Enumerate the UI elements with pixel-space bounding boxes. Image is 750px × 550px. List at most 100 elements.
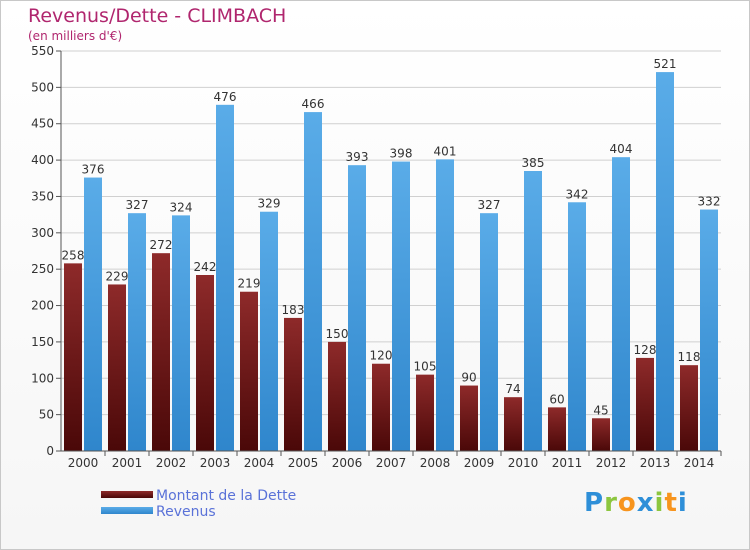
- bar-revenus: [700, 209, 718, 451]
- legend-label-dette: Montant de la Dette: [156, 488, 297, 504]
- data-labels: 258 376 229 327 272 324 242 476 219 329 183 466 150 3…: [62, 57, 721, 417]
- data-label: 327: [126, 198, 149, 212]
- bars: [64, 72, 718, 452]
- chart-title: Revenus/Dette - CLIMBACH: [28, 5, 287, 27]
- bar-revenus: [84, 177, 102, 451]
- bar-revenus: [392, 161, 410, 451]
- data-label: 128: [634, 343, 657, 357]
- bar-revenus: [128, 213, 146, 451]
- bar-dette: [240, 291, 258, 451]
- bar-dette: [504, 397, 522, 451]
- bar-revenus: [348, 165, 366, 451]
- data-label: 332: [698, 195, 721, 209]
- bar-revenus: [524, 171, 542, 451]
- data-label: 385: [522, 156, 545, 170]
- data-label: 183: [282, 303, 305, 317]
- logo-letter: r: [604, 488, 618, 518]
- logo-letter: i: [677, 488, 688, 518]
- bar-dette: [680, 365, 698, 451]
- data-label: 342: [566, 187, 589, 201]
- x-tick-label: 2012: [596, 456, 627, 470]
- logo-letter: o: [617, 488, 637, 518]
- x-tick-label: 2001: [112, 456, 143, 470]
- bar-dette: [548, 407, 566, 451]
- bar-revenus: [480, 213, 498, 451]
- bar-revenus: [304, 112, 322, 451]
- data-label: 258: [62, 248, 85, 262]
- chart-subtitle: (en milliers d'€): [28, 29, 123, 43]
- data-label: 398: [390, 147, 413, 161]
- y-tick-label: 550: [31, 44, 54, 58]
- data-label: 219: [238, 277, 261, 291]
- y-tick-label: 150: [31, 335, 54, 349]
- bar-revenus: [172, 215, 190, 451]
- y-tick-label: 500: [31, 80, 54, 94]
- data-label: 327: [478, 198, 501, 212]
- data-label: 74: [505, 382, 520, 396]
- bar-dette: [64, 263, 82, 451]
- y-tick-label: 400: [31, 153, 54, 167]
- data-label: 393: [346, 150, 369, 164]
- bar-revenus: [656, 72, 674, 451]
- x-tick-label: 2007: [376, 456, 407, 470]
- x-tick-label: 2009: [464, 456, 495, 470]
- legend-swatch-revenus: [101, 507, 153, 514]
- logo-letter: i: [654, 488, 665, 518]
- bar-dette: [108, 284, 126, 451]
- data-label: 242: [194, 260, 217, 274]
- logo-letter: x: [636, 488, 655, 518]
- y-tick-label: 350: [31, 189, 54, 203]
- bar-revenus: [260, 211, 278, 451]
- bar-dette: [196, 275, 214, 451]
- bar-dette: [328, 341, 346, 451]
- bar-dette: [416, 374, 434, 451]
- x-tick-label: 2010: [508, 456, 539, 470]
- bar-revenus: [216, 104, 234, 452]
- x-tick-label: 2014: [684, 456, 715, 470]
- data-label: 118: [678, 350, 701, 364]
- bar-dette: [372, 363, 390, 451]
- data-label: 272: [150, 238, 173, 252]
- data-label: 60: [549, 392, 564, 406]
- bar-revenus: [612, 157, 630, 451]
- axes: 0 50 100 150 200 250 300 350 400 450 500 550 2000 200…: [31, 44, 722, 470]
- x-tick-label: 2013: [640, 456, 671, 470]
- data-label: 476: [214, 90, 237, 104]
- data-label: 521: [654, 57, 677, 71]
- x-tick-label: 2011: [552, 456, 583, 470]
- y-tick-label: 300: [31, 226, 54, 240]
- grid-lines: [61, 50, 721, 452]
- legend-label-revenus: Revenus: [156, 504, 216, 520]
- y-tick-label: 100: [31, 371, 54, 385]
- bar-dette: [592, 418, 610, 451]
- logo-letter: P: [584, 488, 605, 518]
- x-tick-label: 2008: [420, 456, 451, 470]
- y-tick-label: 200: [31, 299, 54, 313]
- bar-dette: [284, 317, 302, 451]
- y-tick-label: 0: [46, 444, 54, 458]
- data-label: 229: [106, 269, 129, 283]
- data-label: 401: [434, 144, 457, 158]
- y-tick-label: 450: [31, 117, 54, 131]
- bar-revenus: [568, 202, 586, 451]
- bar-dette: [460, 385, 478, 451]
- x-tick-label: 2006: [332, 456, 363, 470]
- bar-dette: [152, 253, 170, 451]
- proxiti-logo: Proxiti: [584, 488, 688, 518]
- bar-revenus: [436, 159, 454, 451]
- logo-letter: t: [664, 488, 678, 518]
- data-label: 105: [414, 360, 437, 374]
- x-tick-label: 2004: [244, 456, 275, 470]
- data-label: 90: [461, 371, 476, 385]
- x-tick-label: 2002: [156, 456, 187, 470]
- data-label: 120: [370, 349, 393, 363]
- x-tick-label: 2003: [200, 456, 231, 470]
- data-label: 45: [593, 403, 608, 417]
- data-label: 376: [82, 163, 105, 177]
- data-label: 466: [302, 97, 325, 111]
- legend-swatch-dette: [101, 491, 153, 498]
- data-label: 404: [610, 142, 633, 156]
- data-label: 329: [258, 197, 281, 211]
